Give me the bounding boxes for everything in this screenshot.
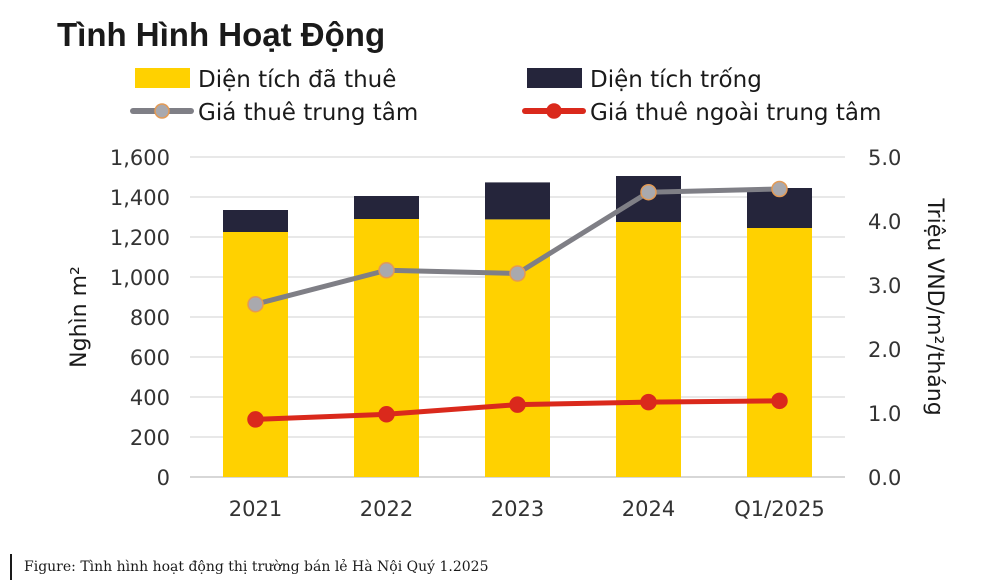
- legend-swatch-leased: [135, 68, 190, 88]
- point-center: [247, 295, 264, 313]
- y2-tick-label: 0.0: [868, 466, 901, 490]
- y-axis-title: Nghìn m²: [67, 266, 92, 368]
- legend-label-center: Giá thuê trung tâm: [198, 100, 418, 126]
- legend-marker-center: [154, 103, 170, 119]
- y2-axis-title: Triệu VND/m²/tháng: [922, 197, 947, 415]
- y2-tick-label: 4.0: [868, 210, 901, 234]
- bar-leased: [616, 222, 681, 477]
- y-axis-left: 0 200 400 600 800 1,000 1,200 1,400 1,600: [110, 146, 170, 490]
- y-axis-right: 0.0 1.0 2.0 3.0 4.0 5.0: [868, 146, 901, 490]
- x-axis: 2021 2022 2023 2024 Q1/2025: [229, 497, 825, 521]
- legend-marker-outer: [546, 103, 562, 119]
- legend-swatch-vacant: [527, 68, 582, 88]
- figure-caption: Figure: Tình hình hoạt động thị trường b…: [10, 554, 488, 580]
- y2-tick-label: 5.0: [868, 146, 901, 170]
- point-center: [640, 183, 657, 201]
- y-tick-label: 200: [130, 426, 170, 450]
- legend: Diện tích đã thuê Diện tích trống Giá th…: [130, 67, 881, 126]
- bar-leased: [354, 219, 419, 477]
- point-center: [509, 265, 526, 282]
- bars: [223, 176, 812, 477]
- bar-vacant: [223, 210, 288, 232]
- y-tick-label: 1,600: [110, 146, 170, 170]
- legend-label-leased: Diện tích đã thuê: [198, 67, 396, 93]
- point-center: [771, 180, 788, 198]
- bar-vacant: [485, 182, 550, 220]
- legend-label-vacant: Diện tích trống: [590, 67, 762, 93]
- chart-canvas: Tình Hình Hoạt Động Diện tích đã thuê Di…: [57, 16, 947, 521]
- bar-vacant: [354, 196, 419, 219]
- point-center: [378, 262, 395, 279]
- y-tick-label: 1,400: [110, 186, 170, 210]
- y-tick-label: 800: [130, 306, 170, 330]
- point-outer: [771, 392, 788, 410]
- bar-leased: [747, 228, 812, 477]
- point-outer: [640, 393, 657, 411]
- lines: [247, 180, 788, 428]
- x-tick-label: Q1/2025: [734, 497, 824, 521]
- y-tick-label: 400: [130, 386, 170, 410]
- bar-leased: [223, 232, 288, 477]
- x-tick-label: 2023: [491, 497, 544, 521]
- x-tick-label: 2022: [360, 497, 413, 521]
- y-tick-label: 1,200: [110, 226, 170, 250]
- chart-title: Tình Hình Hoạt Động: [57, 16, 385, 53]
- y-tick-label: 1,000: [110, 266, 170, 290]
- legend-label-outer: Giá thuê ngoài trung tâm: [590, 100, 881, 126]
- y2-tick-label: 2.0: [868, 338, 901, 362]
- y-tick-label: 600: [130, 346, 170, 370]
- point-outer: [509, 396, 526, 413]
- y2-tick-label: 3.0: [868, 274, 901, 298]
- y-tick-label: 0: [157, 466, 170, 490]
- y2-tick-label: 1.0: [868, 402, 901, 426]
- point-outer: [378, 406, 395, 423]
- x-tick-label: 2024: [622, 497, 675, 521]
- point-outer: [247, 411, 264, 428]
- x-tick-label: 2021: [229, 497, 282, 521]
